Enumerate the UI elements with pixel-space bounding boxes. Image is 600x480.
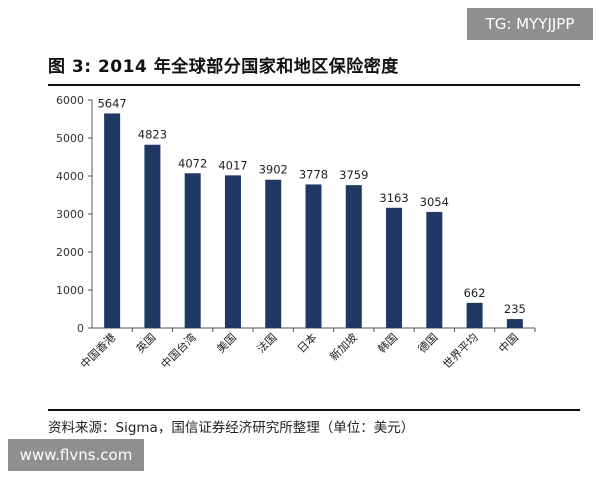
- bar: [426, 211, 443, 328]
- bar: [345, 185, 362, 328]
- y-tick-label: 4000: [56, 170, 84, 183]
- x-tick-label: 中国香港: [78, 331, 118, 371]
- source-note: 资料来源：Sigma，国信证券经济研究所整理（单位：美元）: [48, 420, 415, 436]
- x-tick-label: 新加坡: [327, 330, 360, 363]
- x-tick-label: 德国: [415, 330, 440, 355]
- bar: [265, 179, 282, 328]
- data-label: 3778: [299, 167, 328, 181]
- y-tick-label: 3000: [56, 208, 84, 221]
- data-label: 3054: [420, 195, 449, 209]
- chart-title: 图 3: 2014 年全球部分国家和地区保险密度: [48, 57, 399, 77]
- x-tick-label: 英国: [133, 330, 158, 355]
- watermark-top: TG: MYYJJPP: [467, 8, 593, 40]
- bar: [386, 207, 403, 328]
- data-label: 5647: [97, 96, 126, 110]
- x-tick-label: 美国: [214, 331, 239, 356]
- x-tick-label: 法国: [254, 330, 279, 355]
- data-label: 3163: [379, 191, 408, 205]
- data-label: 4823: [138, 128, 167, 142]
- bar: [144, 144, 161, 328]
- x-tick-label: 韩国: [375, 330, 400, 355]
- data-label: 3759: [339, 168, 368, 182]
- bar: [104, 113, 121, 328]
- y-tick-label: 1000: [56, 284, 84, 297]
- x-tick-label: 日本: [294, 330, 319, 355]
- data-label: 3902: [259, 163, 288, 177]
- bar: [305, 184, 322, 328]
- data-label: 662: [464, 286, 486, 300]
- data-label: 235: [504, 302, 526, 316]
- bar: [184, 173, 201, 328]
- y-tick-label: 2000: [56, 246, 84, 259]
- title-divider: [48, 84, 580, 86]
- bar: [506, 319, 523, 328]
- bar: [466, 302, 483, 328]
- watermark-bottom: www.flvns.com: [8, 439, 144, 471]
- x-tick-label: 世界平均: [440, 331, 480, 371]
- data-label: 4017: [218, 158, 247, 172]
- bar: [224, 175, 241, 328]
- x-tick-label: 中国: [496, 331, 521, 356]
- y-tick-label: 5000: [56, 132, 84, 145]
- x-tick-label: 中国台湾: [158, 330, 199, 371]
- source-divider: [48, 409, 580, 411]
- data-label: 4072: [178, 156, 207, 170]
- y-tick-label: 0: [77, 322, 84, 335]
- y-tick-label: 6000: [56, 94, 84, 107]
